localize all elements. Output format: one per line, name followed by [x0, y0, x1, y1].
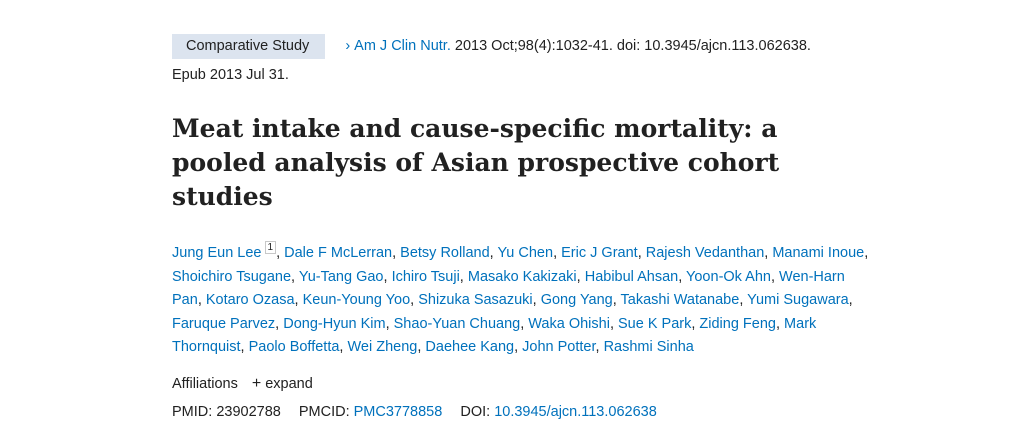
author-link[interactable]: Kotaro Ozasa	[205, 292, 295, 308]
doi-link[interactable]: 10.3945/ajcn.113.062638	[494, 403, 657, 420]
author-link[interactable]: Daehee Kang	[425, 339, 515, 355]
author-link[interactable]: Keun-Young Yoo	[302, 292, 411, 308]
authors-list: Jung Eun Lee 1, Dale F McLerran, Betsy Ro…	[172, 241, 869, 356]
article-page: Comparative Study › Am J Clin Nutr. 2013 O…	[172, 34, 868, 420]
identifiers-row: PMID: 23902788 PMCID: PMC3778858 DOI: 10…	[172, 402, 892, 422]
author-link[interactable]: Yoon-Ok Ahn	[686, 268, 771, 285]
publication-type-badge[interactable]: Comparative Study	[172, 34, 326, 59]
journal-link[interactable]: Am J Clin Nutr.	[354, 38, 451, 54]
pmid-value: 23902788	[216, 403, 281, 420]
plus-icon: +	[251, 374, 262, 392]
author-link[interactable]: Jung Eun Lee	[172, 245, 262, 261]
pmcid-label: PMCID:	[298, 403, 350, 420]
author-link[interactable]: Sue K Park	[618, 315, 692, 332]
author-link[interactable]: Waka Ohishi	[528, 315, 610, 332]
author-link[interactable]: Dong-Hyun Kim	[283, 315, 386, 332]
author-link[interactable]: Paolo Boffetta	[248, 339, 340, 355]
doi-label: DOI:	[460, 403, 491, 420]
author-link[interactable]: Eric J Grant	[561, 245, 638, 261]
expand-label: expand	[265, 375, 313, 392]
author-link[interactable]: Yu-Tang Gao	[298, 268, 384, 285]
pmcid-link[interactable]: PMC3778858	[353, 403, 443, 420]
author-link[interactable]: Rajesh Vedanthan	[645, 245, 765, 261]
author-link[interactable]: Habibul Ahsan	[584, 268, 679, 285]
author-link[interactable]: Shao-Yuan Chuang	[393, 315, 521, 332]
author-link[interactable]: Gong Yang	[540, 292, 613, 308]
author-link[interactable]: Masako Kakizaki	[467, 268, 577, 285]
epub-date: Epub 2013 Jul 31.	[172, 67, 289, 83]
author-link[interactable]: Faruque Parvez	[172, 315, 276, 332]
citation-line: Comparative Study › Am J Clin Nutr. 2013 O…	[172, 34, 892, 59]
author-link[interactable]: Shoichiro Tsugane	[172, 268, 292, 285]
author-link[interactable]: Ichiro Tsuji	[391, 268, 460, 285]
affiliations-row: Affiliations + expand	[172, 374, 892, 394]
expand-affiliations-button[interactable]: + expand	[251, 374, 313, 392]
author-link[interactable]: Manami Inoue	[772, 245, 865, 261]
author-link[interactable]: Shizuka Sasazuki	[418, 292, 533, 308]
author-link[interactable]: John Potter	[522, 339, 596, 355]
author-link[interactable]: Mark Thornquist	[172, 315, 817, 356]
author-link[interactable]: Wen-Harn Pan	[172, 268, 845, 309]
author-link[interactable]: Yumi Sugawara	[747, 292, 849, 308]
pmid-label: PMID:	[172, 403, 213, 420]
citation-details: 2013 Oct;98(4):1032-41. doi: 10.3945/ajc…	[454, 38, 811, 54]
author-link[interactable]: Rashmi Sinha	[603, 339, 694, 355]
article-header: Comparative Study › Am J Clin Nutr. 2013 O…	[172, 34, 892, 422]
affiliations-label: Affiliations	[172, 375, 238, 392]
chevron-right-icon: ›	[345, 38, 351, 54]
author-link[interactable]: Yu Chen	[497, 245, 554, 261]
author-link[interactable]: Wei Zheng	[347, 339, 418, 355]
author-link[interactable]: Takashi Watanabe	[620, 292, 740, 308]
article-title: Meat intake and cause-specific mortality…	[172, 114, 780, 211]
affiliation-marker[interactable]: 1	[264, 241, 277, 254]
author-link[interactable]: Dale F McLerran	[284, 245, 393, 261]
author-link[interactable]: Ziding Feng	[699, 315, 776, 332]
author-link[interactable]: Betsy Rolland	[400, 245, 490, 261]
